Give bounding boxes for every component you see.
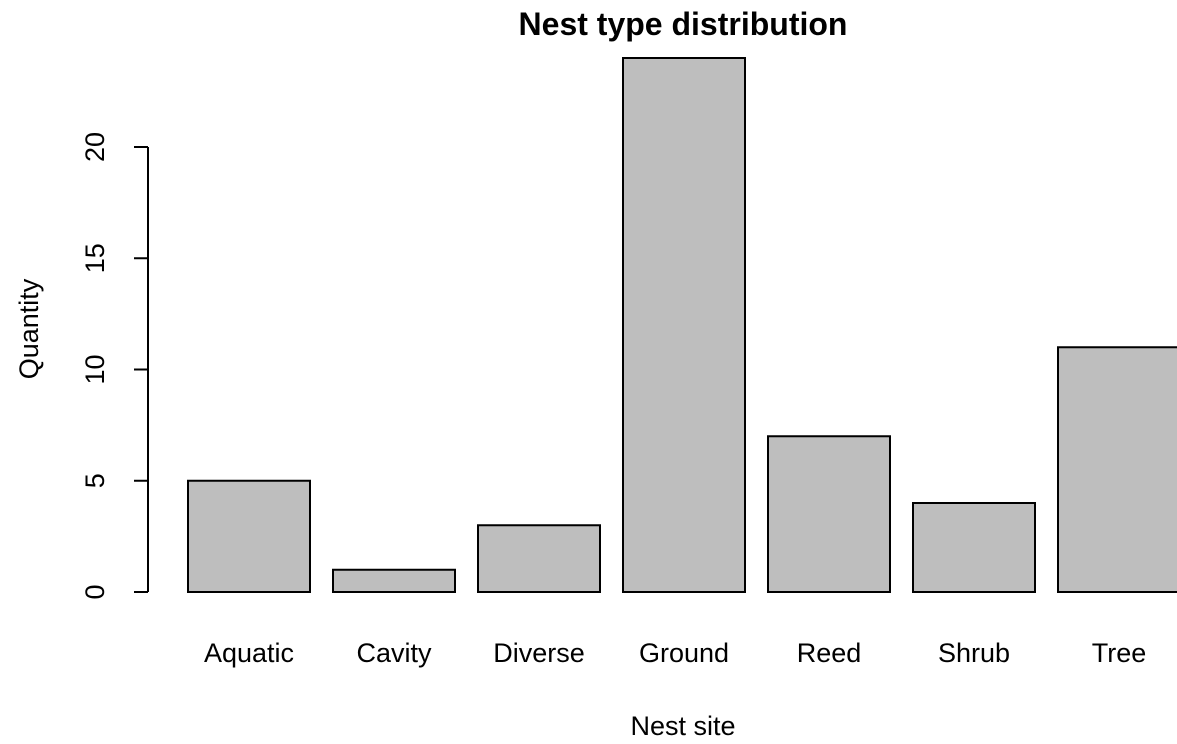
x-tick-labels: Aquatic Cavity Diverse Ground Reed Shrub Tree	[204, 638, 1146, 668]
y-tick-label: 15	[80, 243, 110, 273]
y-tick-label: 0	[80, 584, 110, 599]
y-axis-label: Quantity	[14, 278, 44, 379]
y-tick-label: 10	[80, 354, 110, 384]
y-axis: 0 5 10 15 20	[80, 132, 149, 600]
x-axis-label: Nest site	[630, 711, 735, 741]
x-tick-label: Aquatic	[204, 638, 294, 668]
x-tick-label: Tree	[1092, 638, 1147, 668]
y-tick-label: 20	[80, 132, 110, 162]
bar-ground	[622, 57, 746, 593]
y-tick-label: 5	[80, 473, 110, 488]
bar-cavity	[332, 568, 456, 593]
x-tick-label: Cavity	[356, 638, 432, 668]
chart-title: Nest type distribution	[519, 6, 848, 42]
bar-shrub	[912, 502, 1036, 593]
x-tick-label: Diverse	[493, 638, 585, 668]
x-tick-label: Shrub	[938, 638, 1010, 668]
bar-reed	[767, 435, 891, 593]
bar-aquatic	[187, 479, 311, 593]
x-tick-label: Reed	[797, 638, 862, 668]
bar-tree	[1057, 346, 1177, 593]
bar-diverse	[477, 524, 601, 593]
x-tick-label: Ground	[639, 638, 729, 668]
bars-group	[187, 57, 1177, 593]
